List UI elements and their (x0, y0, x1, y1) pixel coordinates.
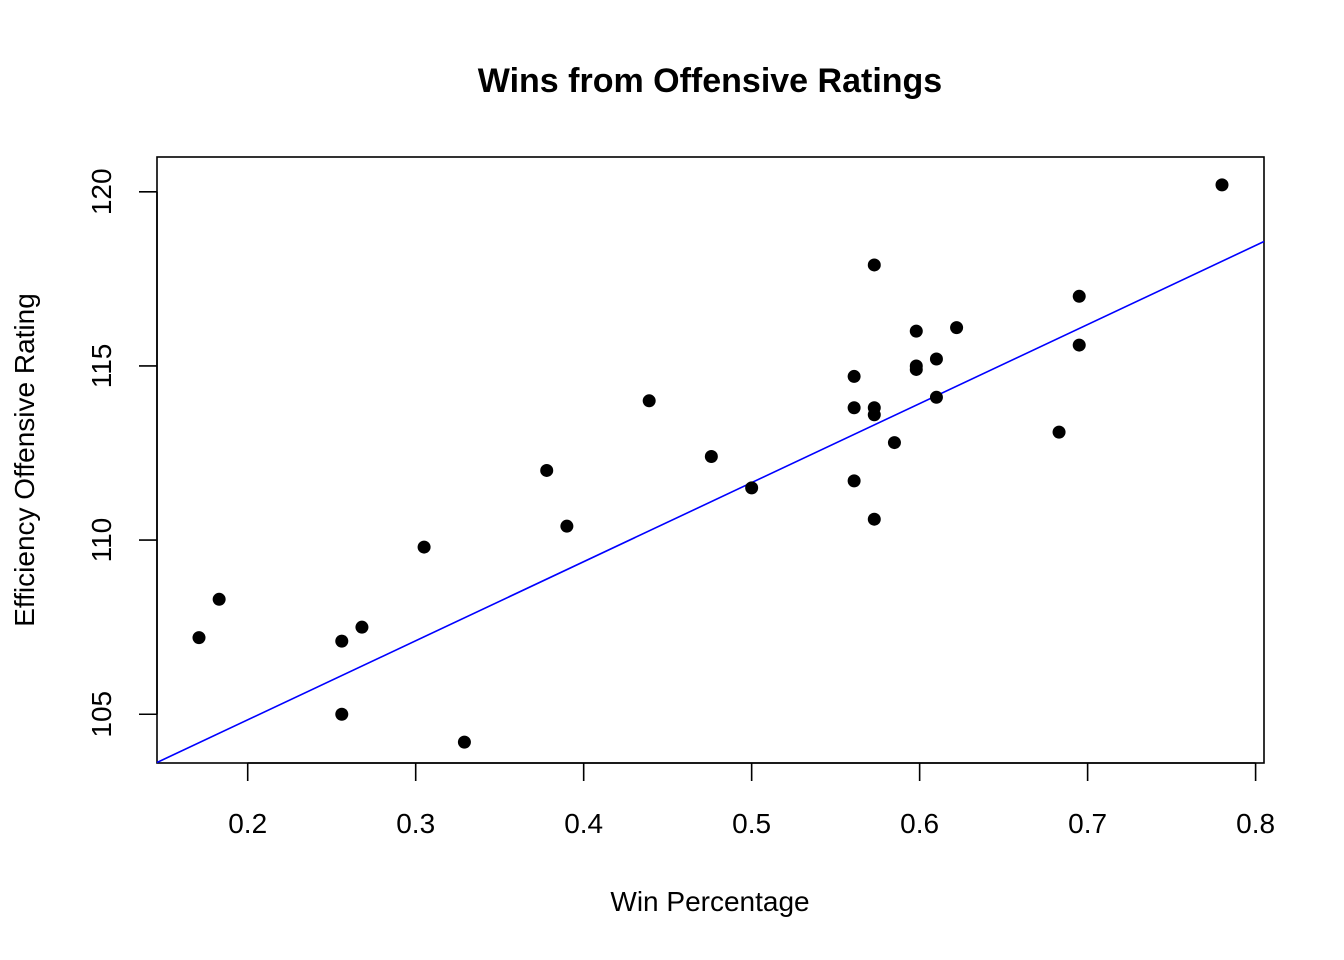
data-point (540, 463, 554, 477)
x-tick-label: 0.5 (732, 808, 771, 839)
data-point (867, 258, 881, 272)
x-tick-label: 0.3 (396, 808, 435, 839)
data-point (867, 512, 881, 526)
data-point (847, 474, 861, 488)
data-point (642, 394, 656, 408)
data-point (417, 540, 431, 554)
points-layer (192, 178, 1229, 749)
fit-line-layer (156, 240, 1265, 764)
data-point (867, 408, 881, 422)
y-tick-label: 115 (86, 344, 117, 389)
data-point (847, 401, 861, 415)
data-point (1072, 289, 1086, 303)
data-point (847, 369, 861, 383)
data-point (192, 631, 206, 645)
data-point (335, 634, 349, 648)
data-point (950, 321, 964, 335)
y-axis: 105 110 115 120 (86, 168, 158, 738)
data-point (1072, 338, 1086, 352)
data-point (1215, 178, 1229, 192)
data-point (212, 592, 226, 606)
data-point (745, 481, 759, 495)
y-tick-label: 110 (86, 518, 117, 563)
data-point (335, 707, 349, 721)
data-point (909, 362, 923, 376)
data-point (457, 735, 471, 749)
y-tick-label: 120 (86, 168, 117, 215)
x-axis-label: Win Percentage (610, 886, 809, 917)
data-point (929, 390, 943, 404)
y-axis-label: Efficiency Offensive Rating (9, 293, 40, 627)
x-axis: 0.2 0.3 0.4 0.5 0.6 0.7 0.8 (228, 762, 1275, 839)
data-point (1052, 425, 1066, 439)
x-tick-label: 0.8 (1236, 808, 1275, 839)
x-tick-label: 0.7 (1068, 808, 1107, 839)
x-tick-label: 0.4 (564, 808, 603, 839)
regression-line (156, 240, 1265, 764)
y-tick-label: 105 (86, 691, 117, 738)
data-point (909, 324, 923, 338)
data-point (704, 450, 718, 464)
data-point (355, 620, 369, 634)
x-tick-label: 0.2 (228, 808, 267, 839)
chart-title: Wins from Offensive Ratings (478, 62, 942, 100)
data-point (929, 352, 943, 366)
data-point (887, 436, 901, 450)
data-point (560, 519, 574, 533)
x-tick-label: 0.6 (900, 808, 939, 839)
